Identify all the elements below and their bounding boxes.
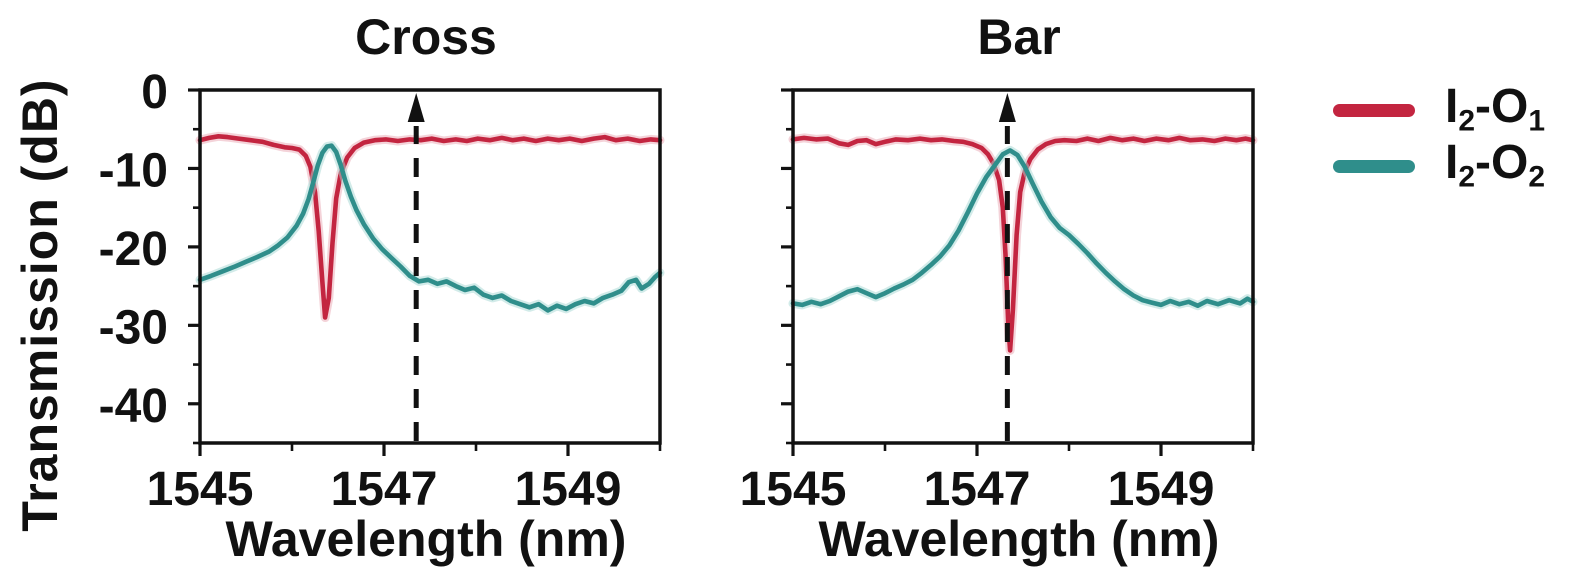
- cross-panel-plot: 1545 1547 1549 0 -10 -20 -30 -40: [99, 66, 665, 516]
- x-tick-label: 1549: [1108, 463, 1215, 516]
- cross-panel-title: Cross: [355, 9, 497, 65]
- y-tick-label: -20: [99, 223, 168, 276]
- legend: I2-O1 I2-O2: [1333, 82, 1545, 194]
- series-halo-I2-O2: [195, 141, 665, 315]
- red-line-swatch: [1333, 103, 1415, 117]
- wavelength-marker-arrowhead: [407, 93, 425, 122]
- wavelength-marker-arrowhead: [998, 93, 1016, 122]
- y-axis-label: Transmission (dB): [12, 78, 68, 532]
- cross-x-axis-label: Wavelength (nm): [225, 511, 627, 567]
- plot-border: [198, 88, 662, 445]
- bar-panel-plot: 1545 1547 1549: [740, 88, 1258, 516]
- legend-item-i2-o1: I2-O1: [1333, 82, 1545, 138]
- x-tick-label: 1549: [515, 463, 622, 516]
- x-tick-label: 1545: [740, 463, 847, 516]
- series-line-I2-O1: [790, 135, 1256, 353]
- x-tick-label: 1547: [331, 463, 438, 516]
- bar-panel-title: Bar: [977, 9, 1061, 65]
- bar-x-axis-label: Wavelength (nm): [818, 511, 1220, 567]
- y-tick-label: -10: [99, 144, 168, 197]
- x-tick-label: 1545: [147, 463, 254, 516]
- teal-line-swatch: [1333, 159, 1415, 173]
- series-halo-I2-O1: [195, 131, 665, 322]
- series-line-I2-O2: [197, 143, 663, 313]
- legend-label-i2-o1: I2-O1: [1445, 80, 1546, 138]
- y-tick-label: -40: [99, 380, 168, 433]
- x-tick-label: 1547: [924, 463, 1031, 516]
- series-line-I2-O2: [790, 148, 1256, 308]
- series-line-I2-O1: [197, 133, 663, 320]
- legend-label-i2-o2: I2-O2: [1445, 136, 1546, 194]
- y-tick-label: 0: [141, 66, 168, 119]
- plot-border: [791, 88, 1255, 445]
- y-tick-label: -30: [99, 301, 168, 354]
- legend-item-i2-o2: I2-O2: [1333, 138, 1545, 194]
